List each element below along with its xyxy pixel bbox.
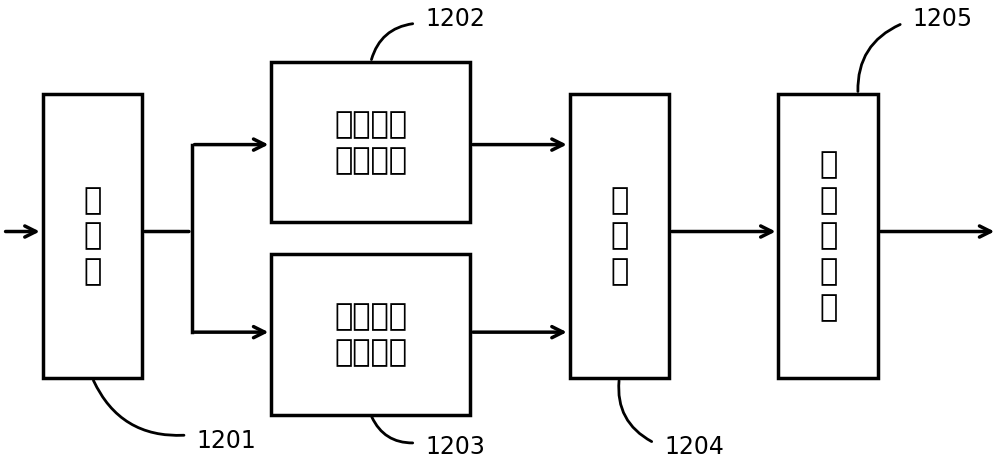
- Text: 分
配
器: 分 配 器: [83, 186, 101, 286]
- Text: 1205: 1205: [913, 7, 973, 31]
- FancyBboxPatch shape: [570, 94, 669, 378]
- Text: 1204: 1204: [664, 435, 724, 459]
- Text: 数值位矢
量变换器: 数值位矢 量变换器: [334, 110, 407, 175]
- FancyBboxPatch shape: [271, 62, 470, 222]
- Text: 1201: 1201: [197, 429, 256, 453]
- FancyBboxPatch shape: [778, 94, 878, 378]
- Text: 符号位矢
量变换器: 符号位矢 量变换器: [334, 302, 407, 367]
- Text: 矢
量
求
和
器: 矢 量 求 和 器: [819, 150, 837, 322]
- Text: 选
择
器: 选 择 器: [610, 186, 628, 286]
- Text: 1202: 1202: [425, 7, 485, 31]
- FancyBboxPatch shape: [43, 94, 142, 378]
- FancyBboxPatch shape: [271, 254, 470, 414]
- Text: 1203: 1203: [425, 435, 485, 459]
